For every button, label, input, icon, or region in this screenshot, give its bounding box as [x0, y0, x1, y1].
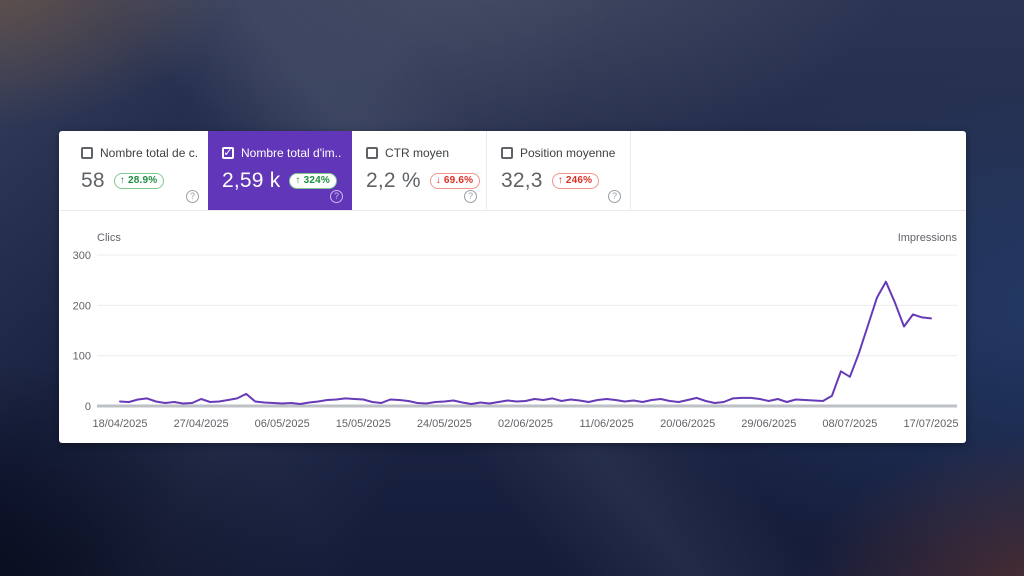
metric-card-label: Nombre total d'im... — [241, 146, 342, 160]
svg-text:06/05/2025: 06/05/2025 — [255, 418, 310, 430]
impressions-line-chart: 300 200 100 018/04/2025 27/04/2025 06/05/2025… — [73, 250, 959, 430]
svg-text:100: 100 — [73, 351, 91, 363]
svg-text:29/06/2025: 29/06/2025 — [741, 418, 796, 430]
svg-text:20/06/2025: 20/06/2025 — [660, 418, 715, 430]
svg-text:11/06/2025: 11/06/2025 — [579, 418, 633, 430]
metric-card-avg-position[interactable]: ✓ Position moyenne 32,3 ↑ 246% ? — [487, 131, 631, 210]
help-icon[interactable]: ? — [464, 190, 477, 203]
metric-card-header: ✓ Nombre total de c... — [81, 146, 198, 160]
svg-text:27/04/2025: 27/04/2025 — [174, 418, 229, 430]
checkbox-unchecked-icon[interactable]: ✓ — [501, 147, 513, 159]
svg-text:18/04/2025: 18/04/2025 — [92, 418, 147, 430]
metric-card-total-impressions[interactable]: ✓ Nombre total d'im... 2,59 k ↑ 324% ? — [208, 131, 352, 210]
checkbox-unchecked-icon[interactable]: ✓ — [366, 147, 378, 159]
help-icon[interactable]: ? — [186, 190, 199, 203]
metric-card-header: ✓ Nombre total d'im... — [222, 146, 342, 160]
metric-card-header: ✓ CTR moyen — [366, 146, 476, 160]
metric-value: 2,2 % — [366, 169, 421, 192]
delta-badge: ↑ 324% — [289, 173, 337, 189]
metric-value: 58 — [81, 169, 105, 192]
metric-value: 2,59 k — [222, 169, 281, 192]
performance-panel: ✓ Nombre total de c... 58 ↑ 28.9% ? ✓ No… — [59, 131, 966, 443]
left-axis-label: Clics — [97, 232, 121, 244]
metric-card-total-clicks[interactable]: ✓ Nombre total de c... 58 ↑ 28.9% ? — [67, 131, 208, 210]
help-icon[interactable]: ? — [608, 190, 621, 203]
svg-text:08/07/2025: 08/07/2025 — [822, 418, 877, 430]
checkbox-checked-icon[interactable]: ✓ — [222, 147, 234, 159]
metric-card-label: Position moyenne — [520, 146, 616, 160]
delta-badge: ↑ 28.9% — [113, 173, 165, 189]
delta-badge: ↓ 69.6% — [429, 173, 481, 189]
metric-card-header: ✓ Position moyenne — [501, 146, 620, 160]
svg-text:200: 200 — [73, 300, 91, 312]
metric-card-avg-ctr[interactable]: ✓ CTR moyen 2,2 % ↓ 69.6% ? — [352, 131, 487, 210]
svg-text:0: 0 — [85, 401, 91, 413]
svg-text:15/05/2025: 15/05/2025 — [336, 418, 391, 430]
svg-text:02/06/2025: 02/06/2025 — [498, 418, 553, 430]
metric-card-label: Nombre total de c... — [100, 146, 198, 160]
svg-text:300: 300 — [73, 250, 91, 262]
right-axis-label: Impressions — [897, 232, 957, 244]
help-icon[interactable]: ? — [330, 190, 343, 203]
svg-text:17/07/2025: 17/07/2025 — [903, 418, 958, 430]
check-icon: ✓ — [223, 146, 233, 159]
svg-text:24/05/2025: 24/05/2025 — [417, 418, 472, 430]
checkbox-unchecked-icon[interactable]: ✓ — [81, 147, 93, 159]
delta-badge: ↑ 246% — [551, 173, 600, 189]
metric-card-label: CTR moyen — [385, 146, 450, 160]
performance-chart: 300 200 100 0 18/04/2025 27/04/2025 06/05/2025… — [59, 211, 966, 443]
metric-value: 32,3 — [501, 169, 543, 192]
metric-cards-row: ✓ Nombre total de c... 58 ↑ 28.9% ? ✓ No… — [59, 131, 966, 211]
